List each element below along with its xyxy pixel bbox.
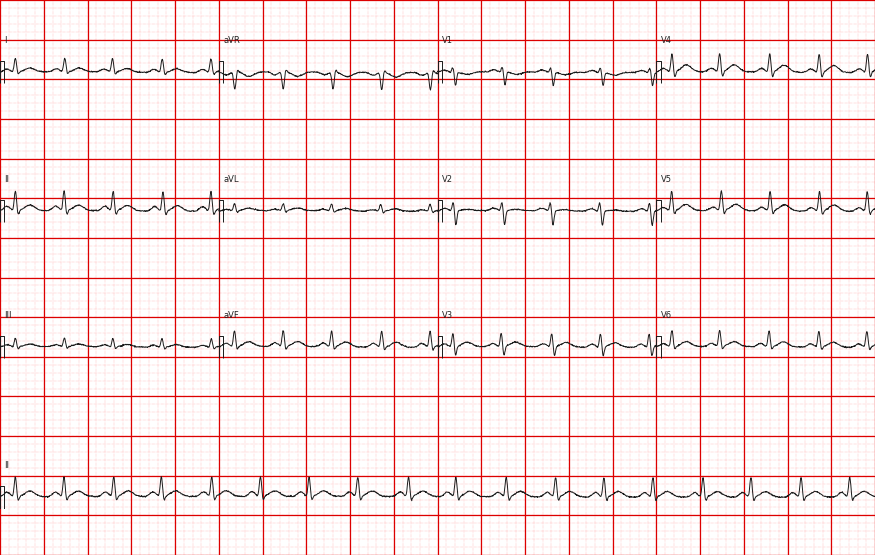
Text: III: III	[4, 311, 12, 320]
Text: V2: V2	[442, 175, 453, 184]
Text: V1: V1	[442, 36, 453, 45]
Text: aVF: aVF	[223, 311, 239, 320]
Text: II: II	[4, 175, 10, 184]
Text: V4: V4	[661, 36, 672, 45]
Text: V5: V5	[661, 175, 672, 184]
Text: I: I	[4, 36, 7, 45]
Text: aVL: aVL	[223, 175, 239, 184]
Text: V6: V6	[661, 311, 672, 320]
Text: aVR: aVR	[223, 36, 240, 45]
Text: II: II	[4, 461, 10, 470]
Text: V3: V3	[442, 311, 453, 320]
